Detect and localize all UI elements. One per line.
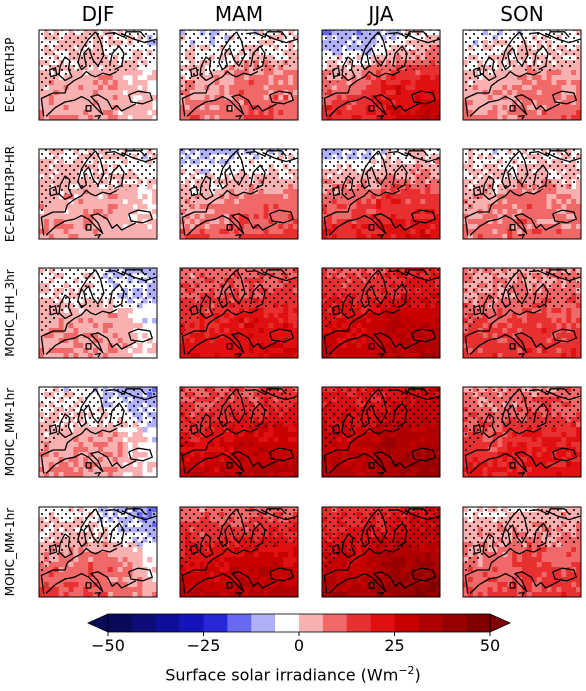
season-title: MAM (214, 2, 264, 26)
colorbar-segment (394, 614, 419, 632)
colorbar-segment (299, 614, 324, 632)
model-row-label-text: EC-EARTH3P (3, 37, 17, 113)
colorbar-segment (466, 614, 491, 632)
season-title: DJF (81, 2, 115, 26)
colorbar-tick-label: −50 (91, 636, 125, 655)
map-panel (179, 148, 299, 240)
map-panel (179, 267, 299, 359)
map-panel (38, 148, 158, 240)
colorbar-segment (179, 614, 204, 632)
map-panel (462, 386, 582, 478)
season-title: SON (500, 2, 544, 26)
colorbar-label: Surface solar irradiance (Wm−2) (0, 664, 586, 684)
season-title: JJA (368, 2, 394, 26)
colorbar-label-exponent: −2 (398, 664, 415, 677)
map-panel (462, 29, 582, 121)
colorbar-extend-low (87, 613, 109, 633)
colorbar-segment (418, 614, 443, 632)
map-panel (38, 267, 158, 359)
model-row-label: MOHC_MM-1hr (1, 507, 19, 597)
colorbar-segment (322, 614, 348, 632)
colorbar-segment (370, 614, 395, 632)
map-panel (321, 506, 441, 598)
map-panel (462, 148, 582, 240)
map-panel (462, 267, 582, 359)
colorbar (87, 613, 511, 636)
colorbar-segment (203, 614, 228, 632)
colorbar-segment (275, 614, 300, 632)
colorbar-tick-label: −25 (186, 636, 221, 655)
map-panel (179, 506, 299, 598)
model-row-label-text: MOHC_HH_3hr (3, 269, 17, 357)
map-panel (38, 386, 158, 478)
model-row-label: EC-EARTH3P (1, 30, 19, 120)
colorbar-tick-label: 0 (293, 636, 305, 655)
map-panel (38, 29, 158, 121)
model-row-label: MOHC_HH_3hr (1, 268, 19, 358)
map-panel (462, 506, 582, 598)
colorbar-segment (251, 614, 276, 632)
map-panel (38, 506, 158, 598)
colorbar-label-text: Surface solar irradiance (Wm (165, 665, 399, 685)
map-panel (179, 386, 299, 478)
model-row-label-text: MOHC_MM-1hr (3, 507, 17, 597)
colorbar-extend-high (489, 613, 511, 633)
colorbar-segment (227, 614, 252, 632)
model-row-label-text: MOHC_MM-1hr (3, 387, 17, 477)
map-panel (321, 29, 441, 121)
map-panel (321, 148, 441, 240)
map-panel (179, 29, 299, 121)
map-panel (321, 267, 441, 359)
colorbar-tick-label: 25 (384, 636, 405, 655)
colorbar-tick-label: 50 (479, 636, 501, 655)
colorbar-segment (442, 614, 467, 632)
model-row-label-text: EC-EARTH3P-HR (3, 145, 17, 243)
model-row-label: MOHC_MM-1hr (1, 387, 19, 477)
colorbar-segment (131, 614, 157, 632)
colorbar-segment (108, 614, 133, 632)
map-panel (321, 386, 441, 478)
model-row-label: EC-EARTH3P-HR (1, 145, 19, 243)
colorbar-segment (346, 614, 371, 632)
colorbar-segment (155, 614, 180, 632)
panel-grid (38, 29, 582, 598)
colorbar-label-close: ) (414, 665, 421, 685)
